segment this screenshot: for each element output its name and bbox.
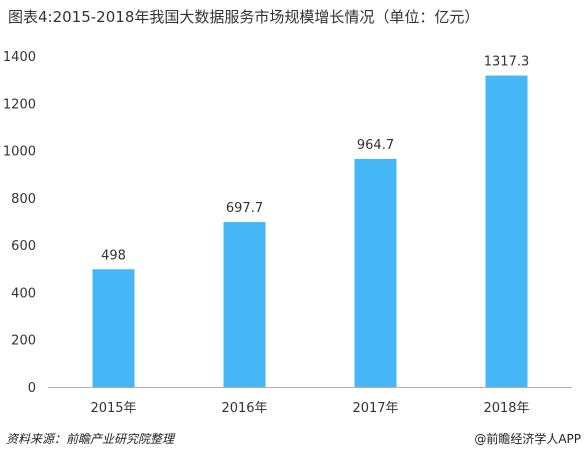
- bar: [354, 158, 397, 387]
- x-tick-label: 2016年: [221, 401, 267, 416]
- data-label: 697.7: [226, 201, 263, 216]
- x-axis: 2015年 2016年 2017年 2018年: [48, 387, 572, 416]
- data-label: 498: [101, 248, 126, 263]
- y-tick-label: 400: [11, 286, 36, 301]
- bars: [92, 75, 528, 387]
- data-labels: 498 697.7 964.7 1317.3: [101, 55, 529, 264]
- y-tick-label: 1400: [3, 50, 36, 65]
- y-tick-label: 0: [28, 381, 36, 396]
- x-tick-label: 2017年: [352, 401, 398, 416]
- brand-credit: @前瞻经济学人APP: [474, 432, 581, 446]
- bar: [92, 269, 135, 387]
- data-label: 964.7: [357, 138, 394, 153]
- y-tick-label: 1000: [3, 145, 36, 160]
- bar: [223, 222, 266, 387]
- bar: [485, 75, 528, 387]
- y-tick-label: 600: [11, 239, 36, 254]
- y-tick-label: 200: [11, 334, 36, 349]
- x-tick-label: 2018年: [483, 401, 529, 416]
- data-label: 1317.3: [484, 55, 530, 70]
- y-tick-label: 1200: [3, 97, 36, 112]
- chart-title: 图表4:2015-2018年我国大数据服务市场规模增长情况（单位：亿元）: [8, 8, 480, 26]
- y-axis: 0 200 400 600 800 1000 1200 1400: [3, 50, 36, 396]
- x-tick-label: 2015年: [90, 401, 136, 416]
- y-tick-label: 800: [11, 192, 36, 207]
- source-note: 资料来源：前瞻产业研究院整理: [6, 432, 175, 446]
